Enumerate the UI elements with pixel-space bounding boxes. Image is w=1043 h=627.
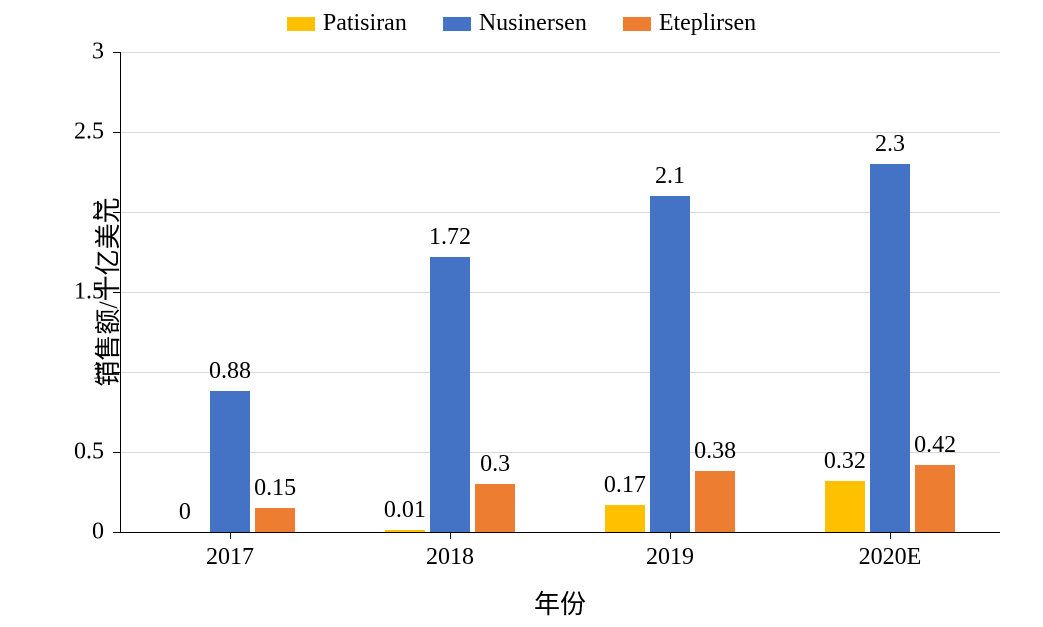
x-tick-label: 2017 [206, 544, 254, 571]
x-axis [120, 532, 1000, 533]
legend-label: Nusinersen [479, 10, 587, 37]
legend-item: Eteplirsen [623, 10, 756, 37]
bar [695, 471, 736, 532]
gridline [120, 52, 1000, 53]
legend-swatch [623, 17, 651, 31]
x-tick-label: 2019 [646, 544, 694, 571]
y-tick-label: 0 [92, 519, 104, 546]
bar-value-label: 2.3 [875, 131, 905, 158]
x-tick [890, 532, 891, 539]
bar-value-label: 0.32 [824, 448, 866, 475]
bar-value-label: 0.15 [254, 475, 296, 502]
y-tick-label: 0.5 [74, 439, 104, 466]
gridline [120, 372, 1000, 373]
bar [430, 257, 471, 532]
sales-bar-chart: PatisiranNusinersenEteplirsen 00.511.522… [0, 0, 1043, 627]
legend-label: Eteplirsen [659, 10, 756, 37]
bar [605, 505, 646, 532]
gridline [120, 212, 1000, 213]
x-tick [450, 532, 451, 539]
y-tick [113, 532, 120, 533]
bar [825, 481, 866, 532]
y-tick [113, 52, 120, 53]
y-tick-label: 2.5 [74, 119, 104, 146]
bar-value-label: 0.01 [384, 497, 426, 524]
x-axis-title: 年份 [534, 584, 586, 621]
x-tick-label: 2018 [426, 544, 474, 571]
y-tick-label: 3 [92, 39, 104, 66]
x-tick-label: 2020E [859, 544, 922, 571]
bar [650, 196, 691, 532]
plot-area: 00.511.522.53201700.880.1520180.011.720.… [120, 52, 1000, 532]
bar-value-label: 0.38 [694, 438, 736, 465]
x-tick [670, 532, 671, 539]
bar-value-label: 0.3 [480, 451, 510, 478]
bar-value-label: 0.42 [914, 432, 956, 459]
legend-item: Patisiran [287, 10, 407, 37]
bar-value-label: 2.1 [655, 163, 685, 190]
bar [210, 391, 251, 532]
y-tick [113, 452, 120, 453]
legend-swatch [287, 17, 315, 31]
gridline [120, 132, 1000, 133]
bar [385, 530, 426, 532]
bar [870, 164, 911, 532]
bar-value-label: 1.72 [429, 224, 471, 251]
legend-label: Patisiran [323, 10, 407, 37]
bar-value-label: 0 [179, 499, 191, 526]
bar [915, 465, 956, 532]
y-tick [113, 132, 120, 133]
chart-legend: Patisiran Nusinersen Eteplirsen [0, 10, 1043, 37]
gridline [120, 292, 1000, 293]
gridline [120, 452, 1000, 453]
legend-swatch [443, 17, 471, 31]
legend-item: Nusinersen [443, 10, 587, 37]
bar-value-label: 0.88 [209, 358, 251, 385]
bar-value-label: 0.17 [604, 472, 646, 499]
x-tick [230, 532, 231, 539]
bar [475, 484, 516, 532]
bar [255, 508, 296, 532]
y-axis-title: 销售额/十亿美元 [88, 197, 125, 386]
